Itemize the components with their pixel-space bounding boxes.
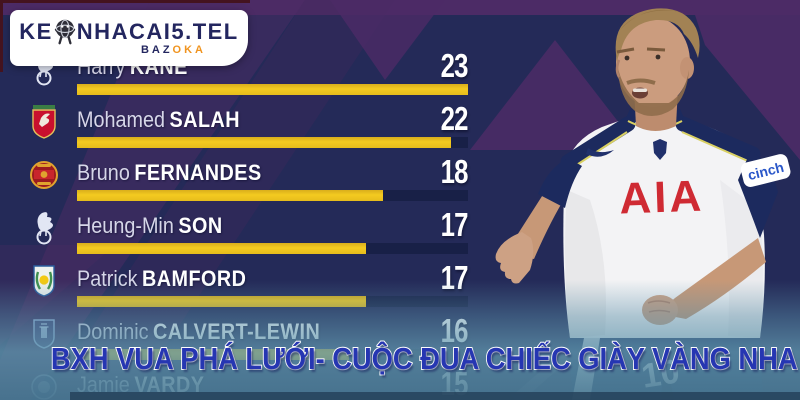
goal-bar-track — [77, 137, 468, 148]
goal-bar — [77, 296, 366, 307]
goal-count: 17 — [440, 206, 469, 243]
player-name: Patrick BAMFORD — [77, 266, 246, 292]
brand-subtitle-accent: OKA — [172, 44, 206, 56]
brand-prefix: KE — [19, 18, 53, 44]
player-name: Mohamed SALAH — [77, 107, 240, 133]
goal-bar-track — [77, 296, 468, 307]
player-last-name: FERNANDES — [134, 160, 262, 185]
goal-count: 17 — [440, 259, 469, 296]
brand-wordmark: KE NHACAI5.TEL — [10, 18, 248, 45]
player-first-name: Patrick — [77, 266, 138, 291]
goal-bar — [77, 243, 366, 254]
player-first-name: Heung-Min — [77, 213, 174, 238]
brand-logo: KE NHACAI5.TEL BAZOKA — [10, 10, 248, 66]
goal-bar-track — [77, 243, 468, 254]
goal-bar-track — [77, 84, 468, 95]
player-first-name: Bruno — [77, 160, 130, 185]
globe-mascot-icon — [54, 19, 75, 45]
player-name: Bruno FERNANDES — [77, 160, 262, 186]
brand-subtitle: BAZOKA — [10, 44, 248, 56]
goal-bar — [77, 137, 452, 148]
goal-bar — [77, 190, 384, 201]
table-row: Heung-Min SON 17 — [0, 206, 470, 261]
man-utd-crest-icon — [28, 156, 60, 194]
goal-bar — [77, 84, 468, 95]
player-name: Heung-Min SON — [77, 213, 223, 239]
goal-count: 22 — [440, 100, 469, 137]
table-row: Mohamed SALAH 22 — [0, 100, 470, 155]
tottenham-crest-icon — [28, 209, 60, 247]
player-last-name: SALAH — [169, 107, 241, 132]
table-row: Patrick BAMFORD 17 — [0, 259, 470, 314]
goal-count: 23 — [440, 47, 469, 84]
banner: BXH VUA PHÁ LƯỚI- CUỘC ĐUA CHIẾC GIÀY VÀ… — [0, 340, 800, 377]
player-last-name: SON — [178, 213, 223, 238]
bottom-bar — [70, 392, 800, 400]
brand-subtitle-dark: BAZ — [140, 44, 173, 56]
player-first-name: Mohamed — [77, 107, 166, 132]
liverpool-crest-icon — [28, 103, 60, 141]
player-last-name: BAMFORD — [142, 266, 247, 291]
leeds-crest-icon — [28, 262, 60, 300]
table-row: Bruno FERNANDES 18 — [0, 153, 470, 208]
brand-suffix: NHACAI5.TEL — [76, 18, 239, 44]
banner-title: BXH VUA PHÁ LƯỚI- CUỘC ĐUA CHIẾC GIÀY VÀ… — [50, 340, 798, 377]
left-edge-line — [0, 0, 3, 72]
goal-bar-track — [77, 190, 468, 201]
goal-count: 18 — [440, 153, 469, 190]
top-edge-line — [0, 0, 250, 3]
